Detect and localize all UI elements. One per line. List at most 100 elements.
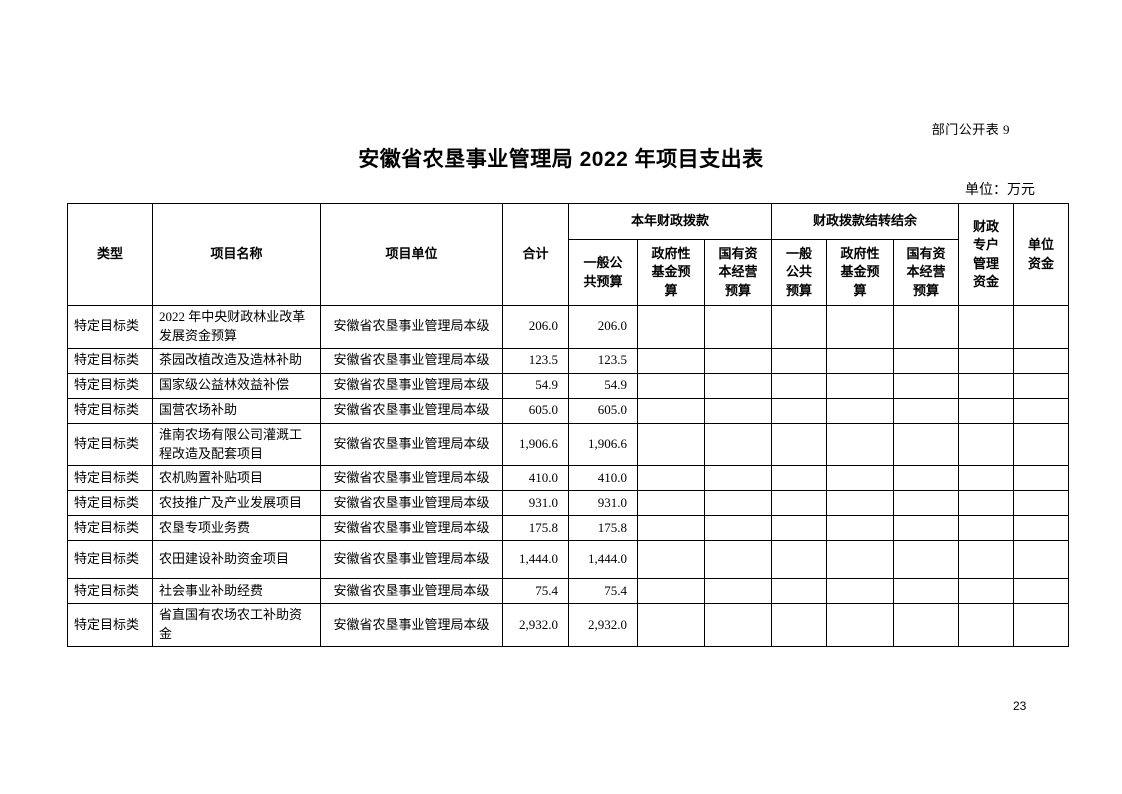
cell-project-unit: 安徽省农垦事业管理局本级 [320, 603, 503, 648]
cell-fiscal-special-account [958, 540, 1015, 580]
unit-of-measure-label: 单位：万元 [965, 183, 1035, 198]
cell-co-government-fund-budget [826, 540, 895, 580]
cell-total: 123.5 [502, 347, 569, 374]
table-row: 特定目标类 农机购置补贴项目 安徽省农垦事业管理局本级 410.0 410.0 [67, 465, 1070, 492]
cell-project-unit: 安徽省农垦事业管理局本级 [320, 540, 503, 580]
cell-project-name: 农田建设补助资金项目 [152, 540, 321, 580]
cell-type: 特定目标类 [67, 603, 153, 648]
table-row: 特定目标类 社会事业补助经费 安徽省农垦事业管理局本级 75.4 75.4 [67, 578, 1070, 605]
cell-co-state-capital-budget [893, 397, 960, 424]
col-header-fiscal-special-account: 财政 专户 管理 资金 [958, 203, 1015, 306]
cell-total: 175.8 [502, 515, 569, 542]
cell-cy-state-capital-budget [703, 578, 773, 605]
corner-table-label: 部门公开表 9 [931, 122, 1010, 137]
cell-cy-state-capital-budget [703, 540, 773, 580]
cell-fiscal-special-account [958, 578, 1015, 605]
cell-total: 1,444.0 [502, 540, 569, 580]
cell-unit-funds [1013, 490, 1070, 517]
cell-co-state-capital-budget [893, 578, 960, 605]
cell-cy-state-capital-budget [703, 603, 773, 648]
cell-cy-general-public-budget: 410.0 [568, 465, 638, 492]
table-row: 特定目标类 省直国有农场农工补助资金 安徽省农垦事业管理局本级 2,932.0 2,93… [67, 603, 1070, 648]
table-row: 特定目标类 农田建设补助资金项目 安徽省农垦事业管理局本级 1,444.0 1,444.… [67, 540, 1070, 580]
cell-cy-general-public-budget: 931.0 [568, 490, 638, 517]
cell-project-unit: 安徽省农垦事业管理局本级 [320, 578, 503, 605]
cell-total: 410.0 [502, 465, 569, 492]
cell-co-government-fund-budget [826, 422, 895, 467]
col-header-co-state-capital-budget: 国有资 本经营 预算 [893, 239, 960, 306]
cell-co-general-public-budget [771, 422, 828, 467]
cell-cy-state-capital-budget [703, 515, 773, 542]
cell-cy-general-public-budget: 1,906.6 [568, 422, 638, 467]
cell-total: 605.0 [502, 397, 569, 424]
cell-project-unit: 安徽省农垦事业管理局本级 [320, 305, 503, 349]
cell-cy-government-fund-budget [637, 540, 705, 580]
cell-project-unit: 安徽省农垦事业管理局本级 [320, 465, 503, 492]
cell-cy-general-public-budget: 123.5 [568, 347, 638, 374]
cell-type: 特定目标类 [67, 465, 153, 492]
cell-co-general-public-budget [771, 540, 828, 580]
cell-type: 特定目标类 [67, 578, 153, 605]
cell-total: 931.0 [502, 490, 569, 517]
cell-co-state-capital-budget [893, 422, 960, 467]
cell-cy-general-public-budget: 206.0 [568, 305, 638, 349]
cell-fiscal-special-account [958, 490, 1015, 517]
cell-project-unit: 安徽省农垦事业管理局本级 [320, 515, 503, 542]
col-header-cy-general-public-budget: 一般公 共预算 [568, 239, 638, 306]
col-header-unit-funds: 单位 资金 [1013, 203, 1070, 306]
cell-project-name: 2022 年中央财政林业改革发展资金预算 [152, 305, 321, 349]
cell-co-state-capital-budget [893, 515, 960, 542]
cell-co-state-capital-budget [893, 465, 960, 492]
header-sub-row: 一般公 共预算 政府性 基金预 算 国有资 本经营 预算 一般 公共 预算 政府… [68, 239, 1069, 306]
cell-fiscal-special-account [958, 603, 1015, 648]
table-row: 特定目标类 国家级公益林效益补偿 安徽省农垦事业管理局本级 54.9 54.9 [67, 372, 1070, 399]
cell-fiscal-special-account [958, 347, 1015, 374]
cell-type: 特定目标类 [67, 540, 153, 580]
table-row: 特定目标类 农技推广及产业发展项目 安徽省农垦事业管理局本级 931.0 931.0 [67, 490, 1070, 517]
cell-cy-general-public-budget: 175.8 [568, 515, 638, 542]
cell-project-unit: 安徽省农垦事业管理局本级 [320, 347, 503, 374]
cell-project-name: 淮南农场有限公司灌溉工程改造及配套项目 [152, 422, 321, 467]
cell-type: 特定目标类 [67, 372, 153, 399]
cell-fiscal-special-account [958, 305, 1015, 349]
cell-fiscal-special-account [958, 465, 1015, 492]
cell-co-general-public-budget [771, 347, 828, 374]
cell-co-general-public-budget [771, 603, 828, 648]
cell-cy-general-public-budget: 1,444.0 [568, 540, 638, 580]
cell-co-government-fund-budget [826, 305, 895, 349]
cell-project-name: 社会事业补助经费 [152, 578, 321, 605]
cell-cy-government-fund-budget [637, 422, 705, 467]
cell-cy-general-public-budget: 75.4 [568, 578, 638, 605]
cell-fiscal-special-account [958, 422, 1015, 467]
cell-cy-government-fund-budget [637, 515, 705, 542]
cell-co-government-fund-budget [826, 465, 895, 492]
cell-total: 1,906.6 [502, 422, 569, 467]
cell-project-name: 国家级公益林效益补偿 [152, 372, 321, 399]
table-row: 特定目标类 淮南农场有限公司灌溉工程改造及配套项目 安徽省农垦事业管理局本级 1,90… [67, 422, 1070, 467]
cell-cy-state-capital-budget [703, 422, 773, 467]
cell-unit-funds [1013, 372, 1070, 399]
cell-type: 特定目标类 [67, 347, 153, 374]
cell-cy-general-public-budget: 605.0 [568, 397, 638, 424]
cell-project-name: 省直国有农场农工补助资金 [152, 603, 321, 648]
cell-co-state-capital-budget [893, 603, 960, 648]
cell-co-government-fund-budget [826, 490, 895, 517]
cell-co-general-public-budget [771, 372, 828, 399]
cell-type: 特定目标类 [67, 490, 153, 517]
cell-cy-state-capital-budget [703, 397, 773, 424]
cell-unit-funds [1013, 305, 1070, 349]
cell-cy-government-fund-budget [637, 372, 705, 399]
cell-project-name: 农垦专项业务费 [152, 515, 321, 542]
cell-unit-funds [1013, 578, 1070, 605]
table-body: 特定目标类 2022 年中央财政林业改革发展资金预算 安徽省农垦事业管理局本级 206… [67, 305, 1070, 648]
cell-cy-state-capital-budget [703, 372, 773, 399]
cell-type: 特定目标类 [67, 422, 153, 467]
col-header-project-unit: 项目单位 [320, 203, 503, 306]
cell-co-general-public-budget [771, 515, 828, 542]
page-title: 安徽省农垦事业管理局 2022 年项目支出表 [358, 148, 764, 171]
cell-project-name: 农机购置补贴项目 [152, 465, 321, 492]
cell-co-state-capital-budget [893, 490, 960, 517]
cell-type: 特定目标类 [67, 397, 153, 424]
cell-unit-funds [1013, 540, 1070, 580]
cell-cy-government-fund-budget [637, 490, 705, 517]
